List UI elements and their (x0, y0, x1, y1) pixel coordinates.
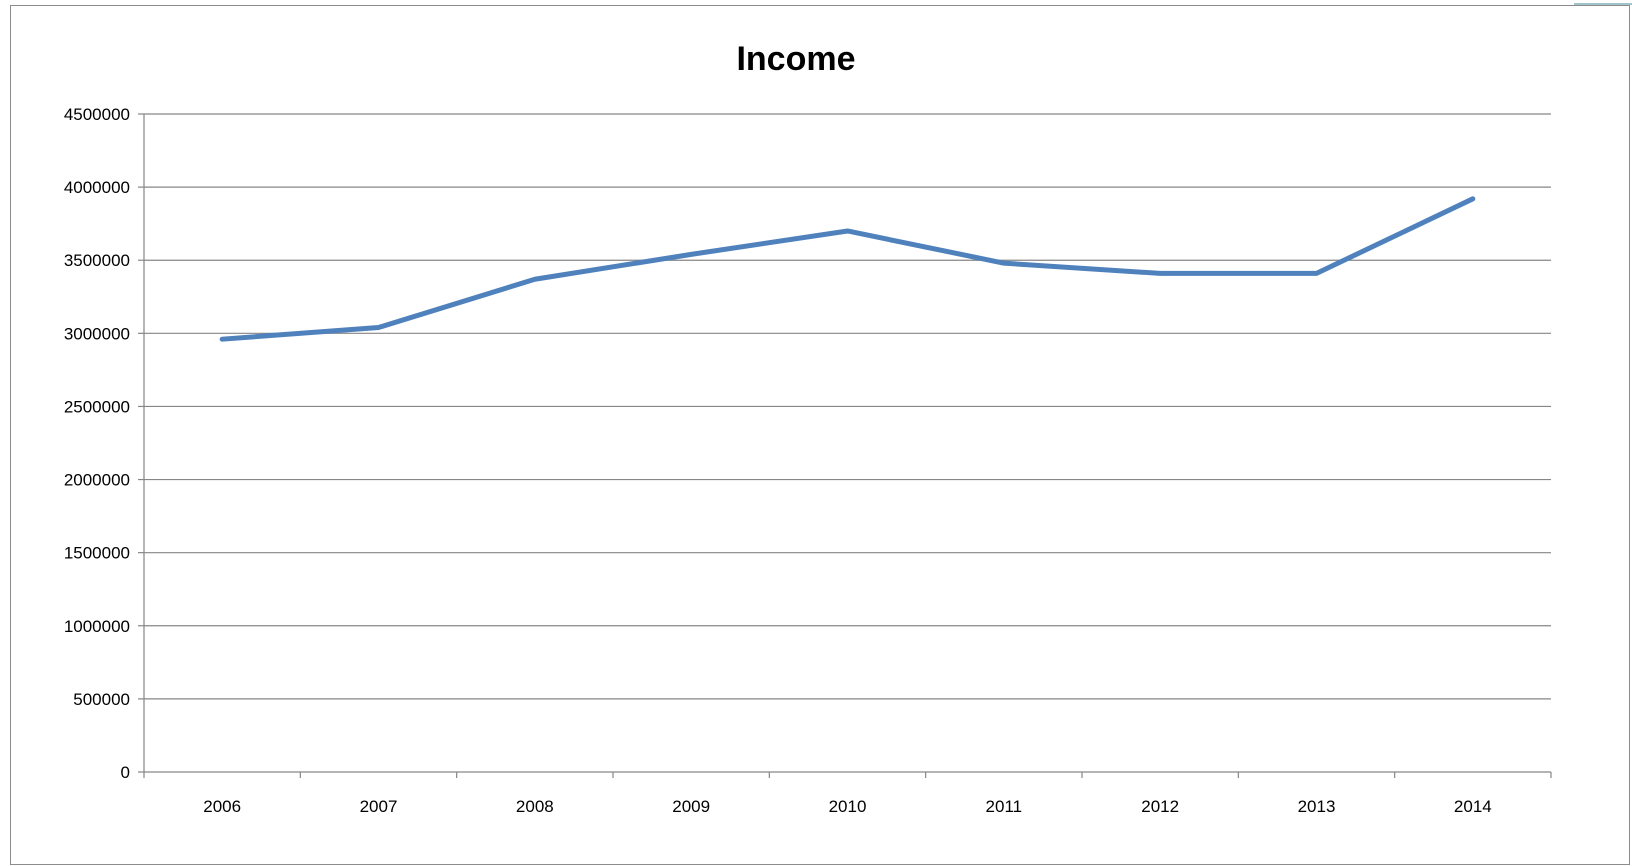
y-tick-label: 2500000 (64, 397, 130, 416)
gridlines (144, 113, 1551, 700)
chart-title: Income (736, 40, 855, 78)
y-tick-label: 1000000 (64, 617, 130, 636)
y-tick-label: 4500000 (64, 105, 130, 124)
x-tick-label-2006: 2006 (203, 797, 241, 816)
x-tick-label-2007: 2007 (360, 797, 398, 816)
x-tick-label-2009: 2009 (672, 797, 710, 816)
x-tick-label-2010: 2010 (829, 797, 867, 816)
y-tick-label: 4000000 (64, 178, 130, 197)
y-tick-label: 3500000 (64, 251, 130, 270)
x-tick-label-2008: 2008 (516, 797, 554, 816)
corner-accent (1574, 3, 1632, 5)
x-tick-label-2014: 2014 (1454, 797, 1492, 816)
x-tick-label-2013: 2013 (1298, 797, 1336, 816)
x-tick-labels: 2006 2007 2008 2009 2010 2011 2012 2013 2014 (203, 797, 1491, 816)
axes (138, 113, 1552, 778)
series-group (219, 196, 1476, 342)
y-tick-label: 0 (121, 763, 130, 782)
x-tick-label-2012: 2012 (1141, 797, 1179, 816)
y-tick-label: 1500000 (64, 544, 130, 563)
y-tick-label: 3000000 (64, 324, 130, 343)
y-tick-labels: 0 500000 1000000 1500000 2000000 2500000 30000… (64, 105, 130, 782)
y-tick-label: 2000000 (64, 471, 130, 490)
y-tick-label: 500000 (73, 690, 130, 709)
series-line-0 (219, 196, 1476, 342)
chart-frame (10, 5, 1630, 865)
x-tick-label-2011: 2011 (986, 797, 1023, 816)
